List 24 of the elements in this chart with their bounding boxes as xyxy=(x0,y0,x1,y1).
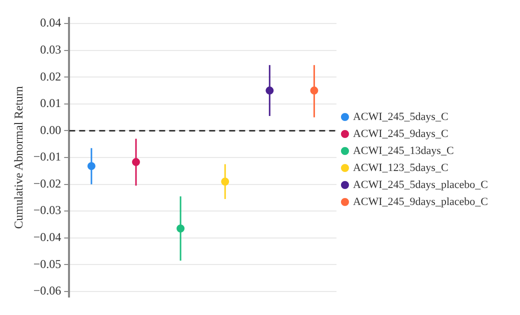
y-tick-label: 0.03 xyxy=(40,42,62,56)
point xyxy=(221,178,230,186)
point xyxy=(310,86,318,95)
legend-label: ACWI_245_9days_C xyxy=(352,128,448,140)
y-tick-label: −0.04 xyxy=(33,230,62,244)
y-tick-label: −0.03 xyxy=(33,203,62,218)
y-tick-label: 0.01 xyxy=(40,96,62,110)
point xyxy=(266,86,274,95)
y-axis-title: Cumulative Abnormal Return xyxy=(11,86,26,229)
point xyxy=(87,162,96,170)
legend-label: ACWI_245_5days_placebo_C xyxy=(352,178,488,191)
y-tick-label: 0.02 xyxy=(40,69,62,84)
y-tick-label: −0.05 xyxy=(33,256,62,271)
legend-label: ACWI_245_13days_C xyxy=(352,144,454,157)
legend-label: ACWI_123_5days_C xyxy=(352,162,448,174)
y-tick-label: −0.06 xyxy=(33,284,62,298)
legend-label: ACWI_245_5days_C xyxy=(352,110,448,123)
legend-label: ACWI_245_9days_placebo_C xyxy=(352,196,488,208)
y-tick-label: −0.02 xyxy=(33,176,62,190)
y-tick-label: −0.01 xyxy=(33,150,62,164)
point xyxy=(176,224,185,232)
y-tick-label: 0.00 xyxy=(40,122,62,137)
point xyxy=(132,158,140,166)
y-tick-label: 0.04 xyxy=(40,16,62,30)
